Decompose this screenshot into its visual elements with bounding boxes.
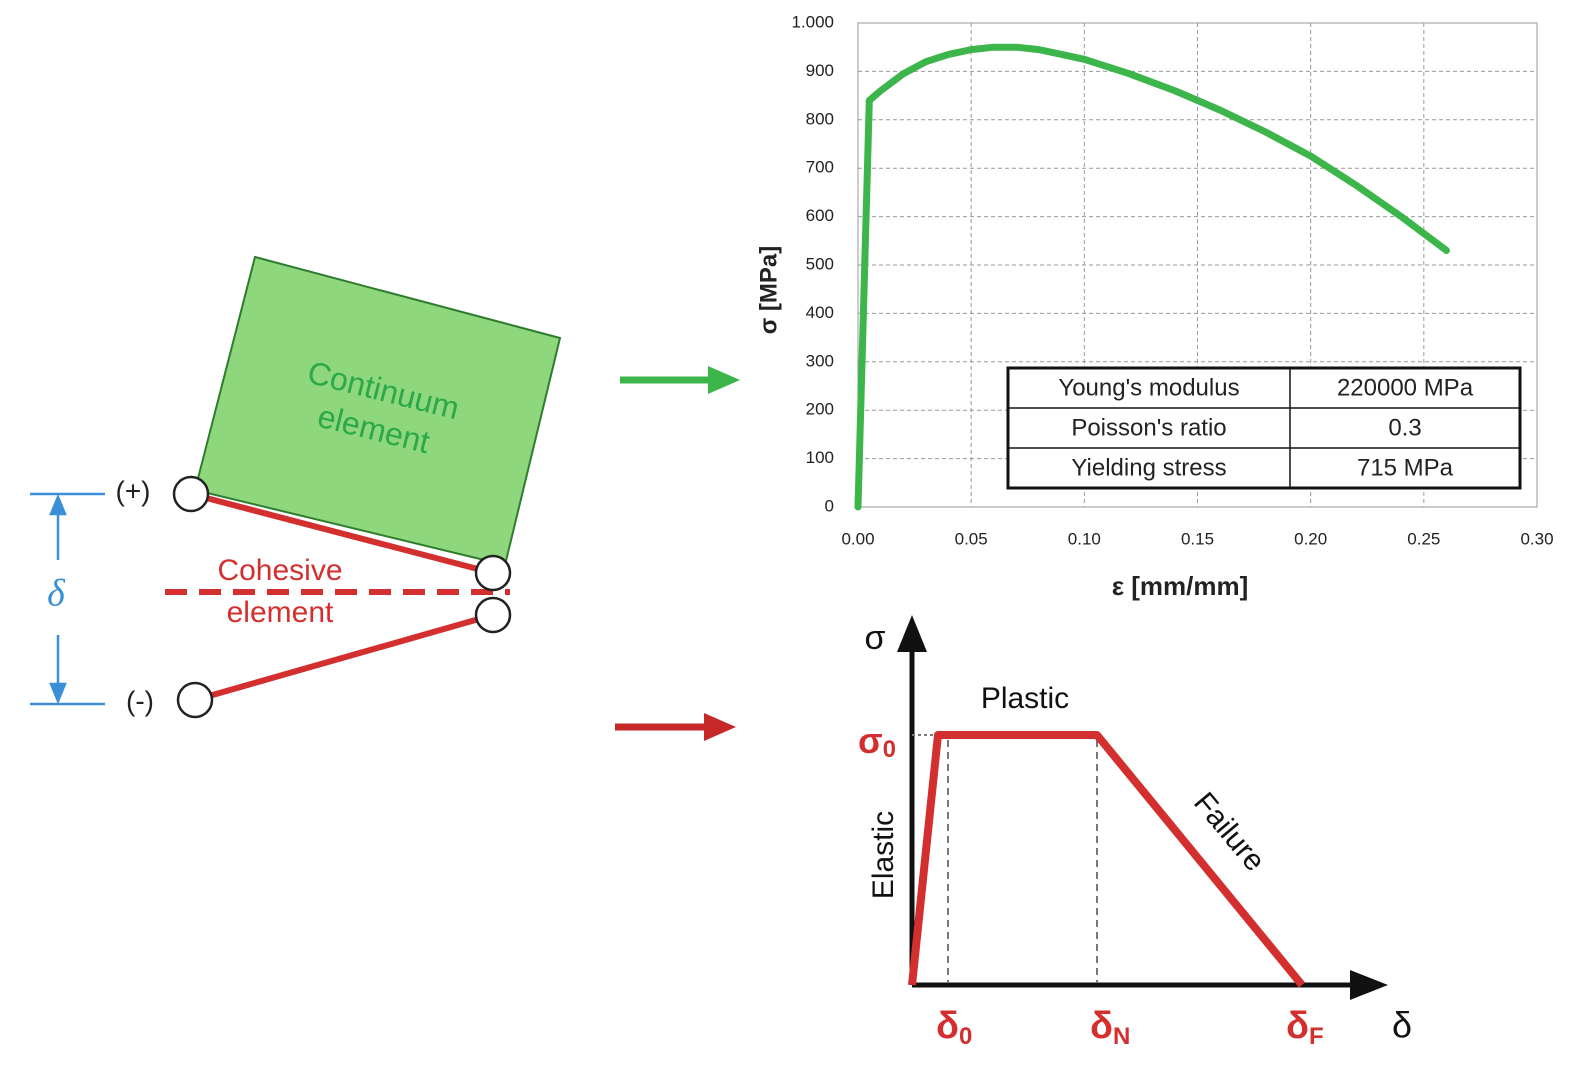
sigma-axis-label: σ: [865, 619, 886, 657]
y-tick-label: 200: [806, 400, 834, 419]
plus-label: (+): [116, 475, 151, 506]
y-tick-label: 100: [806, 448, 834, 467]
cohesive-edge: [194, 612, 494, 703]
x-tick-label: 0.30: [1520, 529, 1553, 548]
y-tick-label: 1.000: [791, 12, 834, 31]
y-tick-label: 500: [806, 254, 834, 273]
symbol-labels: σ0 δ0 δN δF: [858, 720, 1324, 1051]
deltaN-label: δN: [1090, 1005, 1130, 1050]
arrow-head: [704, 713, 736, 741]
subscript: N: [1113, 1023, 1130, 1050]
table-cell: Poisson's ratio: [1071, 414, 1226, 441]
deltaF-label: δF: [1286, 1005, 1324, 1050]
table-cell: 0.3: [1388, 414, 1421, 441]
cohesive-edge: [190, 491, 494, 576]
table-cell: Yielding stress: [1071, 454, 1226, 481]
arrow-head: [49, 682, 67, 705]
delta0-label: δ0: [936, 1005, 972, 1050]
subscript: 0: [959, 1023, 972, 1050]
subscript: F: [1309, 1023, 1324, 1050]
minus-label: (-): [126, 685, 154, 716]
x-axis-title: ε [mm/mm]: [1112, 571, 1249, 601]
subscript: 0: [883, 736, 896, 763]
node: [172, 475, 210, 513]
symbol: δ: [1090, 1005, 1113, 1047]
y-tick-label: 400: [806, 303, 834, 322]
sigma0-label: σ0: [858, 720, 896, 764]
arrow-head: [49, 493, 67, 516]
arrow-head: [1350, 970, 1388, 1000]
y-tick-label: 700: [806, 158, 834, 177]
y-tick-label: 0: [825, 496, 834, 515]
node: [176, 681, 214, 719]
x-tick-label: 0.05: [955, 529, 988, 548]
table-frame: [1006, 366, 1522, 490]
plot-frame: [857, 22, 1538, 508]
dimension: [30, 492, 105, 706]
symbol: δ: [936, 1005, 959, 1047]
plastic-label: Plastic: [981, 682, 1069, 715]
nodes: [172, 475, 512, 719]
arrow-head: [708, 366, 740, 394]
x-tick-label: 0.25: [1407, 529, 1440, 548]
symbol: σ: [858, 720, 883, 761]
y-tick-label: 300: [806, 351, 834, 370]
stress-strain-chart: 0 100 200 300 400 500 600 700 800 900 1.000 0.00 0.0…: [791, 12, 1553, 548]
y-tick-label: 600: [806, 206, 834, 225]
elastic-label: Elastic: [867, 811, 900, 899]
node: [474, 596, 512, 634]
table-cell: 715 MPa: [1357, 454, 1454, 481]
traction-separation-law: [908, 731, 1306, 988]
x-tick-label: 0.10: [1068, 529, 1101, 548]
cohesive-text: Cohesive: [217, 554, 342, 587]
y-tick-label: 900: [806, 61, 834, 80]
x-tick-label: 0.00: [841, 529, 874, 548]
cohesive-text: element: [227, 596, 334, 629]
table-cell: Young's modulus: [1058, 374, 1239, 401]
y-tick-label: 800: [806, 109, 834, 128]
y-axis-title: σ [MPa]: [755, 246, 782, 334]
x-tick-label: 0.20: [1294, 529, 1327, 548]
table-cell: 220000 MPa: [1337, 374, 1474, 401]
delta-axis-label: δ: [1392, 1005, 1412, 1046]
arrow-head: [897, 615, 927, 652]
node: [474, 554, 512, 592]
delta-label: δ: [47, 573, 66, 615]
symbol: δ: [1286, 1005, 1309, 1047]
x-tick-label: 0.15: [1181, 529, 1214, 548]
stress-strain-curve: [854, 43, 1450, 511]
